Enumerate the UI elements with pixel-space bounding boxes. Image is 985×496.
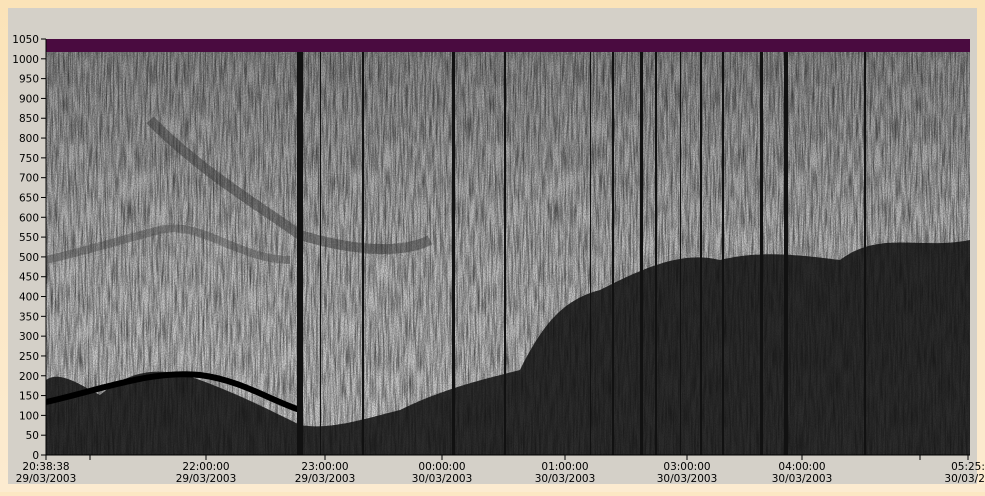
x-tick-time: 05:25: — [951, 461, 985, 473]
x-tick-date: 30/03/20 — [944, 473, 985, 485]
y-tick-label: 1000 — [12, 54, 39, 66]
page: {"chart_data": {"type": "echogram", "yli… — [0, 0, 985, 492]
x-tick-date: 30/03/2003 — [535, 473, 596, 485]
x-tick-date: 30/03/2003 — [657, 473, 718, 485]
echogram-image — [46, 39, 970, 455]
x-tick-date: 29/03/2003 — [295, 473, 356, 485]
y-tick-label: 950 — [19, 74, 39, 86]
y-tick-label: 100 — [19, 410, 39, 422]
y-tick-label: 350 — [19, 311, 39, 323]
x-tick-date: 29/03/2003 — [176, 473, 237, 485]
x-tick-time: 04:00:00 — [778, 461, 825, 473]
y-tick-label: 50 — [26, 430, 39, 442]
x-tick-time: 01:00:00 — [541, 461, 588, 473]
x-tick-time: 00:00:00 — [418, 461, 465, 473]
y-tick-label: 250 — [19, 351, 39, 363]
y-tick-label: 600 — [19, 212, 39, 224]
x-tick-time: 20:38:38 — [22, 461, 69, 473]
y-tick-label: 300 — [19, 331, 39, 343]
x-tick-date: 30/03/2003 — [412, 473, 473, 485]
y-tick-label: 800 — [19, 133, 39, 145]
y-tick-label: 500 — [19, 252, 39, 264]
y-tick-label: 200 — [19, 371, 39, 383]
y-tick-label: 400 — [19, 292, 39, 304]
y-tick-label: 700 — [19, 173, 39, 185]
y-tick-label: 550 — [19, 232, 39, 244]
x-tick-time: 03:00:00 — [663, 461, 710, 473]
chart: 0501001502002503003504004505005506006507… — [0, 0, 985, 492]
y-tick-label: 650 — [19, 192, 39, 204]
y-tick-label: 150 — [19, 391, 39, 403]
x-tick-date: 29/03/2003 — [16, 473, 77, 485]
x-tick-time: 23:00:00 — [301, 461, 348, 473]
y-tick-label: 750 — [19, 153, 39, 165]
x-tick-time: 22:00:00 — [182, 461, 229, 473]
y-tick-label: 850 — [19, 113, 39, 125]
y-tick-label: 900 — [19, 93, 39, 105]
y-tick-label: 1050 — [12, 34, 39, 46]
x-tick-date: 30/03/2003 — [772, 473, 833, 485]
y-tick-label: 450 — [19, 272, 39, 284]
